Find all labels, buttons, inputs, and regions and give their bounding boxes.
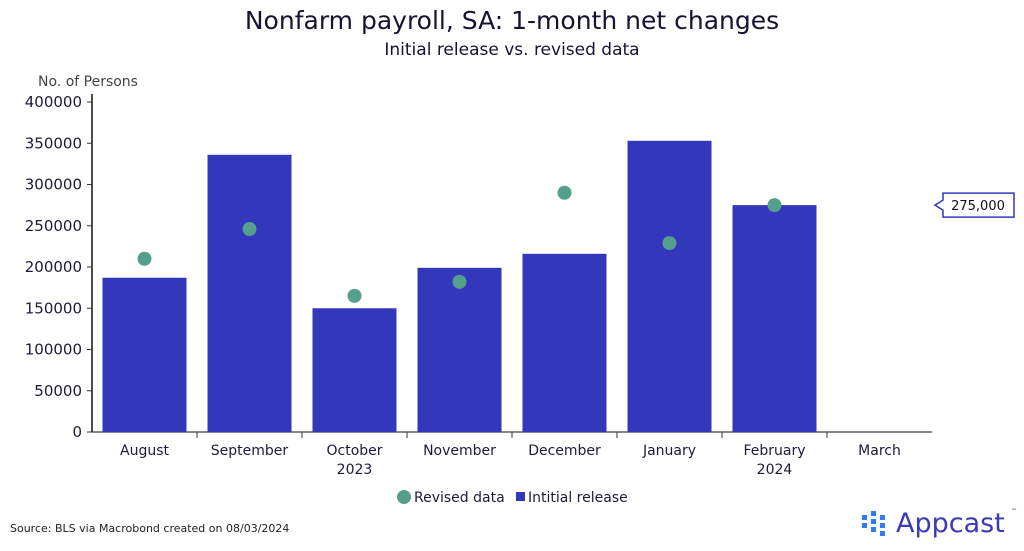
y-tick-label: 300000 — [25, 176, 82, 194]
x-year-label: 2023 — [337, 462, 373, 478]
bar-initial-release — [312, 308, 397, 432]
x-tick-label: October — [326, 443, 382, 459]
x-tick-label: September — [211, 443, 289, 459]
y-tick-label: 350000 — [25, 134, 82, 152]
legend-initial-marker — [516, 492, 525, 501]
logo-text: Appcast — [896, 508, 1005, 539]
point-revised-data — [452, 274, 467, 289]
y-tick-label: 400000 — [25, 93, 82, 111]
point-revised-data — [767, 198, 782, 213]
x-tick-label: March — [858, 443, 901, 459]
x-tick-label: November — [423, 443, 496, 459]
point-revised-data — [242, 222, 257, 237]
y-tick-label: 200000 — [25, 258, 82, 276]
legend-revised-marker — [397, 490, 411, 504]
x-tick-label: December — [528, 443, 601, 459]
logo-dots-icon — [862, 510, 885, 536]
y-tick-label: 0 — [72, 423, 82, 441]
x-year-label: 2024 — [757, 462, 793, 478]
y-tick-label: 250000 — [25, 217, 82, 235]
point-revised-data — [557, 185, 572, 200]
x-tick-label: January — [642, 443, 696, 459]
bar-initial-release — [417, 267, 502, 432]
legend-revised-label: Revised data — [414, 490, 505, 506]
legend-initial-label: Intitial release — [528, 490, 628, 506]
bar-initial-release — [627, 140, 712, 432]
point-revised-data — [137, 251, 152, 266]
y-tick-label: 150000 — [25, 299, 82, 317]
point-revised-data — [662, 236, 677, 251]
bar-initial-release — [102, 277, 187, 432]
annotation-label: 275,000 — [951, 199, 1005, 214]
y-axis-label: No. of Persons — [38, 74, 138, 90]
y-tick-label: 100000 — [25, 341, 82, 359]
chart-title: Nonfarm payroll, SA: 1-month net changes — [244, 6, 780, 35]
appcast-logo: Appcast ™ — [862, 508, 1017, 539]
x-tick-label: February — [743, 443, 805, 459]
point-revised-data — [347, 288, 362, 303]
source-note: Source: BLS via Macrobond created on 08/… — [10, 522, 290, 535]
annotation-callout — [933, 192, 1015, 218]
bar-initial-release — [207, 154, 292, 433]
y-tick-label: 50000 — [34, 382, 82, 400]
logo-trademark: ™ — [1010, 508, 1017, 515]
x-tick-label: August — [120, 443, 170, 459]
bar-initial-release — [522, 253, 607, 432]
bar-initial-release — [732, 205, 817, 432]
chart-subtitle: Initial release vs. revised data — [384, 40, 640, 60]
